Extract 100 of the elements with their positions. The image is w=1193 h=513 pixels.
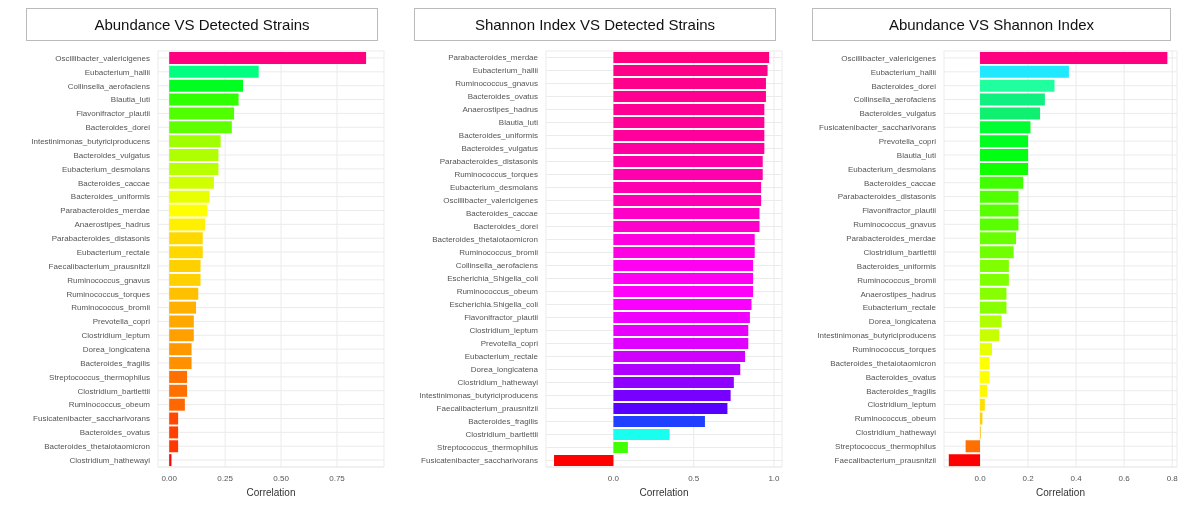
y-tick-label: Bacteroides_dorei — [473, 222, 539, 232]
y-tick-label: Bacteroides_vulgatus — [73, 150, 150, 160]
y-tick-label: Ruminococcus_torques — [454, 170, 538, 180]
y-tick-label: Prevotella_copri — [480, 339, 539, 349]
bar — [980, 301, 1007, 314]
bar — [980, 162, 1029, 175]
bar — [980, 370, 990, 383]
bar — [980, 398, 985, 411]
bar — [169, 273, 201, 286]
y-tick-label: Bacteroides_thetaiotaomicron — [432, 235, 538, 245]
y-tick-label: Blautia_luti — [498, 118, 539, 128]
y-tick-label: Ruminococcus_bromii — [857, 275, 937, 285]
y-tick-label: Bacteroides_fragilis — [866, 386, 936, 396]
y-tick-label: Flavonifractor_plautii — [76, 109, 151, 119]
y-tick-label: Parabacteroides_distasonis — [837, 192, 936, 202]
y-tick-label: Bacteroides_vulgatus — [461, 144, 538, 154]
y-tick-label: Clostridium_leptum — [81, 331, 151, 341]
y-tick-label: Clostridium_leptum — [867, 400, 937, 410]
y-tick-label: Eubacterium_hallii — [472, 66, 539, 76]
y-tick-label: Eubacterium_rectale — [464, 352, 539, 362]
y-tick-label: Faecalibacterium_prausnitzii — [48, 261, 151, 271]
y-tick-label: Parabacteroides_distasonis — [439, 157, 538, 167]
y-tick-label: Blautia_luti — [896, 150, 937, 160]
bar — [980, 384, 988, 397]
y-tick-label: Bacteroides_caccae — [77, 178, 151, 188]
bar — [613, 403, 728, 414]
y-tick-label: Collinsella_aerofaciens — [853, 95, 936, 105]
y-tick-label: Bacteroides_dorei — [85, 123, 151, 133]
y-tick-label: Blautia_luti — [110, 95, 151, 105]
bar — [980, 149, 1029, 162]
y-tick-label: Ruminococcus_bromii — [459, 248, 539, 258]
bar — [980, 107, 1041, 120]
bar — [613, 325, 749, 336]
x-axis-title: Correlation — [638, 487, 690, 498]
x-axis-title: Correlation — [245, 487, 297, 498]
y-tick-label: Parabacteroides_distasonis — [51, 234, 150, 244]
y-tick-label: Ruminococcus_gnavus — [853, 220, 936, 230]
y-tick-label: Collinsella_aerofaciens — [67, 81, 150, 91]
bar — [554, 455, 614, 466]
bar — [613, 377, 734, 388]
bar — [613, 130, 765, 141]
bar — [980, 273, 1009, 286]
bar — [169, 107, 235, 120]
y-tick-label: Dorea_longicatena — [82, 344, 151, 354]
bar — [980, 260, 1009, 272]
bar — [613, 156, 763, 167]
y-tick-label: Ruminococcus_torques — [66, 289, 150, 299]
x-tick-label: 0.0 — [607, 473, 620, 483]
bar — [980, 329, 1000, 342]
bar — [169, 162, 219, 175]
y-tick-label: Streptococcus_thermophilus — [49, 372, 150, 382]
y-tick-label: Prevotella_copri — [878, 136, 937, 146]
y-tick-label: Ruminococcus_torques — [852, 344, 936, 354]
y-tick-label: Streptococcus_thermophilus — [835, 442, 936, 452]
bar — [169, 52, 367, 64]
y-tick-label: Intestinimonas_butyriciproducens — [31, 136, 150, 146]
y-tick-label: Eubacterium_desmolans — [847, 164, 936, 174]
y-tick-label: Oscillibacter_valericigenes — [443, 196, 538, 206]
bar — [613, 169, 763, 180]
y-tick-label: Eubacterium_hallii — [84, 67, 151, 77]
y-tick-label: Prevotella_copri — [92, 317, 151, 327]
bar — [613, 104, 765, 115]
bar — [169, 246, 203, 259]
y-tick-label: Clostridium_hathewayi — [855, 428, 937, 438]
y-tick-label: Clostridium_hathewayi — [457, 378, 539, 388]
y-tick-label: Bacteroides_dorei — [871, 81, 937, 91]
y-tick-label: Bacteroides_uniformis — [458, 131, 538, 141]
bar — [169, 190, 210, 203]
x-tick-label: 1.0 — [768, 473, 781, 483]
y-tick-label: Bacteroides_caccae — [863, 178, 937, 188]
bar — [169, 384, 188, 397]
bar — [169, 343, 192, 356]
x-tick-label: 0.00 — [161, 473, 178, 483]
bar — [169, 79, 244, 92]
bar — [169, 260, 201, 272]
bar — [613, 416, 705, 427]
y-tick-label: Anaerostipes_hadrus — [74, 220, 150, 230]
y-tick-label: Faecalibacterium_prausnitzii — [436, 404, 539, 414]
bar — [980, 65, 1069, 78]
bar — [169, 370, 188, 383]
y-tick-label: Intestinimonas_butyriciproducens — [419, 391, 538, 401]
y-tick-label: Fusicatenibacter_saccharivorans — [819, 123, 936, 133]
y-tick-label: Ruminococcus_obeum — [854, 414, 937, 424]
bar — [169, 232, 203, 245]
y-tick-label: Escherichia.Shigella_coli — [449, 300, 539, 310]
bar — [613, 286, 754, 297]
bar — [980, 232, 1017, 245]
y-tick-label: Oscillibacter_valericigenes — [55, 53, 150, 63]
x-tick-label: 0.0 — [974, 473, 987, 483]
bar — [613, 429, 670, 440]
y-tick-label: Bacteroides_ovatus — [79, 428, 150, 438]
chart-title: Shannon Index VS Detected Strains — [414, 8, 776, 41]
bar — [980, 287, 1007, 300]
bar — [613, 208, 760, 219]
bar — [169, 357, 192, 370]
y-tick-label: Bacteroides_uniformis — [856, 261, 936, 271]
y-tick-label: Streptococcus_thermophilus — [437, 443, 538, 453]
bar — [169, 93, 239, 106]
bar — [613, 78, 766, 89]
y-tick-label: Clostridium_hathewayi — [69, 455, 151, 465]
